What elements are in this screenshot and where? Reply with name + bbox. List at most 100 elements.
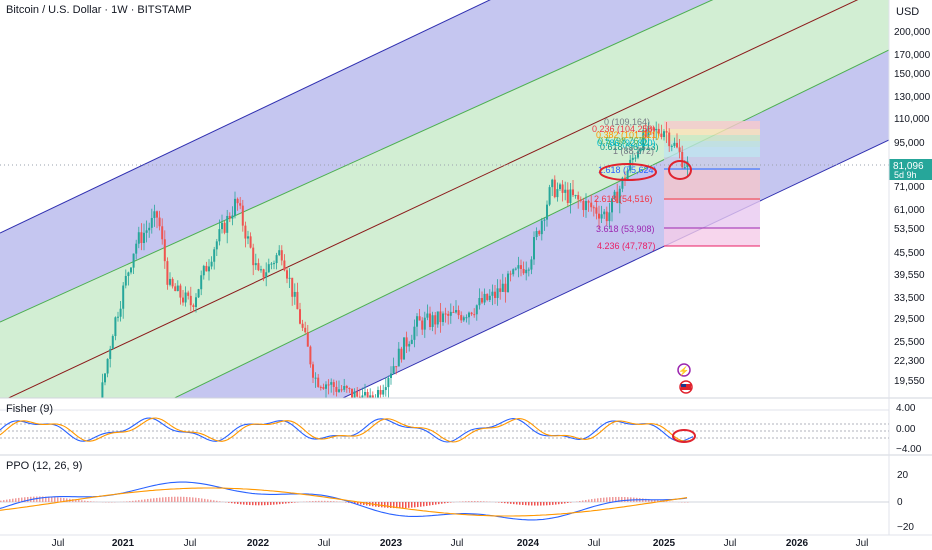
candle-body <box>174 286 177 292</box>
ppo-histogram-bar <box>564 502 566 504</box>
ppo-histogram-bar <box>252 502 254 506</box>
candle-body <box>296 291 299 310</box>
time-tick-label: Jul <box>318 538 331 549</box>
candle-body <box>348 388 351 390</box>
ppo-histogram-bar <box>153 498 155 502</box>
fisher-title[interactable]: Fisher (9) <box>6 403 54 415</box>
candle-body <box>434 315 437 325</box>
ppo-histogram-bar <box>405 502 407 509</box>
ppo-histogram-bar <box>357 502 359 505</box>
ppo-histogram-bar <box>219 501 221 502</box>
candle-body <box>543 219 546 221</box>
candle-body <box>44 487 46 488</box>
candle-body <box>169 278 171 285</box>
channel-inner-band <box>0 0 889 398</box>
candle-body <box>395 366 398 368</box>
ppo-histogram-bar <box>666 501 668 502</box>
ppo-histogram-bar <box>423 502 425 507</box>
ppo-histogram-bar <box>165 497 167 502</box>
candle-body <box>8 492 10 498</box>
candle-body <box>551 179 554 188</box>
candle-body <box>405 337 408 347</box>
candle-body <box>18 489 20 498</box>
candle-body <box>374 402 376 403</box>
candle-body <box>31 482 33 490</box>
candle-body <box>83 464 85 467</box>
fisher-pane[interactable] <box>0 409 889 443</box>
ppo-histogram-bar <box>498 502 500 503</box>
candle-body <box>244 225 247 239</box>
candle-body <box>683 167 686 169</box>
ppo-histogram-bar <box>162 497 164 502</box>
candle-body <box>270 263 273 265</box>
candle-body <box>26 487 28 496</box>
ppo-tick-label: 20 <box>897 470 909 481</box>
price-tick-label: 71,000 <box>894 182 925 193</box>
ppo-histogram-bar <box>408 502 410 508</box>
candle-body <box>475 305 478 315</box>
fisher-tick-label: 4.00 <box>896 403 916 414</box>
ppo-histogram-bar <box>318 500 320 502</box>
ppo-histogram-bar <box>555 502 557 505</box>
ppo-histogram-bar <box>648 499 650 502</box>
time-axis[interactable]: Jul 2021 Jul 2022 Jul 2023 Jul 2024 Jul 2025 Jul 20… <box>52 538 869 549</box>
candle-body <box>322 387 325 389</box>
ppo-histogram-bar <box>12 498 14 502</box>
candle-body <box>572 189 574 196</box>
time-tick-label: 2023 <box>380 538 403 549</box>
candle-body <box>312 364 314 378</box>
candle-body <box>439 311 442 323</box>
ppo-histogram-bar <box>615 496 617 502</box>
symbol-title[interactable]: Bitcoin / U.S. Dollar · 1W · BITSTAMP <box>6 4 192 16</box>
event-flag-icons[interactable]: ⚡ <box>677 363 693 394</box>
candle-body <box>426 313 429 318</box>
ppo-histogram-bar <box>54 497 56 502</box>
time-tick-label: 2024 <box>517 538 540 549</box>
candle-body <box>397 348 400 367</box>
candle-body <box>265 272 268 278</box>
candle-body <box>650 127 652 129</box>
ppo-pane[interactable] <box>0 481 889 521</box>
ppo-histogram-bar <box>156 497 158 502</box>
fib-level-label: 0.5 (98,767) <box>598 136 647 146</box>
ppo-histogram-bar <box>501 502 503 503</box>
candle-body <box>423 317 426 330</box>
annotation-circle-level <box>599 163 657 181</box>
ppo-histogram-bar <box>585 500 587 502</box>
ppo-histogram-bar <box>138 500 140 502</box>
candle-body <box>202 265 205 276</box>
ppo-histogram-bar <box>24 497 26 502</box>
ppo-histogram-bar <box>87 500 89 502</box>
candle-body <box>42 483 44 488</box>
ppo-histogram-bar <box>450 502 452 503</box>
price-tick-label: 22,300 <box>894 356 925 367</box>
ppo-histogram-bar <box>435 502 437 505</box>
candle-body <box>156 211 158 218</box>
ppo-histogram-bar <box>414 502 416 508</box>
candle-body <box>634 157 637 159</box>
candle-body <box>5 495 7 498</box>
ppo-title[interactable]: PPO (12, 26, 9) <box>6 460 83 472</box>
candle-body <box>94 429 96 453</box>
candle-body <box>49 491 51 492</box>
candle-body <box>483 293 486 303</box>
price-tick-label: 19,550 <box>894 376 925 387</box>
candle-body <box>335 386 338 392</box>
candle-body <box>130 267 132 273</box>
price-axis[interactable] <box>889 0 932 535</box>
candle-body <box>338 389 340 392</box>
candle-body <box>36 485 38 498</box>
ppo-histogram-bar <box>567 502 569 503</box>
ppo-histogram-bar <box>507 502 509 504</box>
candle-body <box>444 313 447 315</box>
ppo-histogram-bar <box>582 500 584 502</box>
candle-body <box>309 346 312 365</box>
ppo-histogram-bar <box>558 502 560 505</box>
candle-body <box>509 273 512 275</box>
ppo-histogram-bar <box>336 501 338 502</box>
candle-body <box>47 487 49 491</box>
candle-body <box>213 249 216 262</box>
ppo-histogram-bar <box>384 502 386 508</box>
candle-body <box>556 189 559 198</box>
